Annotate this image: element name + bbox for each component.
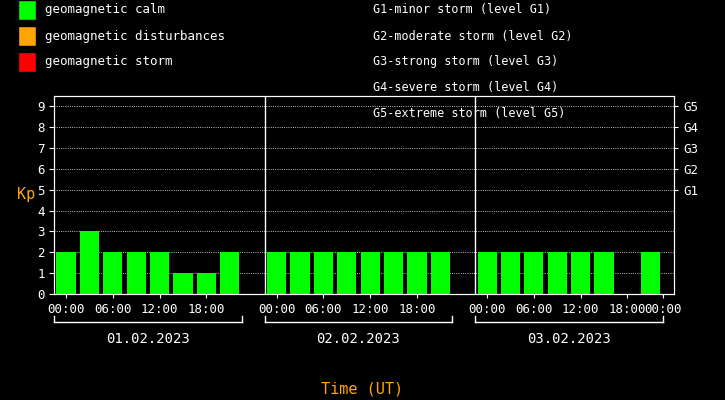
- Bar: [384, 252, 403, 294]
- Bar: [642, 252, 660, 294]
- Text: geomagnetic calm: geomagnetic calm: [45, 4, 165, 16]
- Bar: [267, 252, 286, 294]
- Bar: [103, 252, 123, 294]
- Bar: [407, 252, 426, 294]
- Bar: [337, 252, 357, 294]
- Text: G2-moderate storm (level G2): G2-moderate storm (level G2): [373, 30, 573, 42]
- Bar: [57, 252, 75, 294]
- Text: G3-strong storm (level G3): G3-strong storm (level G3): [373, 56, 559, 68]
- Bar: [80, 232, 99, 294]
- Y-axis label: Kp: Kp: [17, 188, 36, 202]
- Text: 01.02.2023: 01.02.2023: [106, 332, 190, 346]
- Bar: [196, 273, 216, 294]
- Text: G5-extreme storm (level G5): G5-extreme storm (level G5): [373, 108, 566, 120]
- Text: 02.02.2023: 02.02.2023: [317, 332, 400, 346]
- Bar: [150, 252, 169, 294]
- Bar: [571, 252, 590, 294]
- Bar: [127, 252, 146, 294]
- Bar: [547, 252, 567, 294]
- Bar: [478, 252, 497, 294]
- Bar: [360, 252, 380, 294]
- Bar: [594, 252, 613, 294]
- Text: 03.02.2023: 03.02.2023: [527, 332, 611, 346]
- Text: geomagnetic disturbances: geomagnetic disturbances: [45, 30, 225, 42]
- Text: Time (UT): Time (UT): [321, 381, 404, 396]
- Bar: [501, 252, 520, 294]
- Bar: [173, 273, 193, 294]
- Text: G4-severe storm (level G4): G4-severe storm (level G4): [373, 82, 559, 94]
- Bar: [524, 252, 544, 294]
- Bar: [291, 252, 310, 294]
- Bar: [431, 252, 450, 294]
- Bar: [220, 252, 239, 294]
- Bar: [314, 252, 333, 294]
- Text: geomagnetic storm: geomagnetic storm: [45, 56, 173, 68]
- Text: G1-minor storm (level G1): G1-minor storm (level G1): [373, 4, 552, 16]
